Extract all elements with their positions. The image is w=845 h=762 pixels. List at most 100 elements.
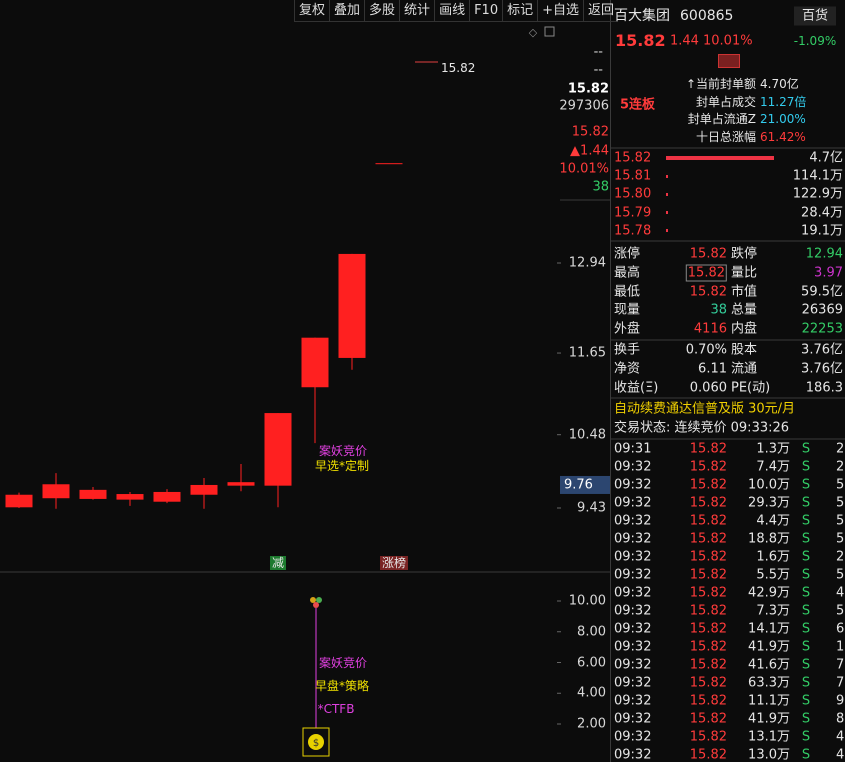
tick-time: 09:32 [614, 567, 652, 583]
candle-body [153, 491, 181, 502]
tick-time: 09:32 [614, 711, 652, 727]
limit-info-label: 十日总涨幅 [695, 130, 756, 145]
toolbar-button[interactable]: 多股 [364, 0, 399, 21]
tick-volume: 13.0万 [748, 747, 790, 762]
tick-count: 9 [836, 693, 845, 709]
tick-volume: 1.6万 [756, 549, 790, 565]
tick-count: 4 [836, 747, 845, 762]
tick-time: 09:32 [614, 513, 652, 529]
toolbar-button[interactable]: 叠加 [329, 0, 364, 21]
stat-label: 总量 [731, 302, 758, 318]
current-price-label: 9.76 [564, 477, 593, 493]
tick-price: 15.82 [689, 711, 727, 727]
order-bar [666, 229, 668, 232]
limit-info-label: ↑当前封单额 [685, 77, 756, 91]
y-tick-label: 10.00 [568, 593, 606, 609]
limit-info-value: 11.27倍 [760, 94, 807, 109]
trade-status: 交易状态: 连续竞价 09:33:26 [614, 420, 790, 436]
stat-value: 22253 [801, 321, 843, 337]
limit-info-label: 封单占流通Z [687, 112, 756, 127]
tick-price: 15.82 [689, 657, 727, 673]
tick-volume: 4.4万 [756, 513, 790, 529]
limit-info-value: 4.70亿 [760, 77, 799, 91]
order-volume: 114.1万 [792, 168, 843, 184]
tick-volume: 41.9万 [748, 711, 790, 727]
order-price: 15.81 [614, 168, 652, 184]
stat-label: 涨停 [614, 246, 641, 262]
tick-side: S [801, 711, 811, 727]
tick-price: 15.82 [689, 693, 727, 709]
fundamental-label: 流通 [731, 361, 758, 377]
tick-volume: 11.1万 [748, 693, 790, 709]
tick-price: 15.82 [689, 495, 727, 511]
order-volume: 28.4万 [801, 205, 843, 221]
signal-icon [313, 602, 319, 608]
limit-info-label: 封单占成交 [695, 94, 756, 109]
tick-time: 09:32 [614, 621, 652, 637]
tick-side: S [801, 495, 811, 511]
signal-icon [310, 597, 316, 603]
event-marker[interactable]: 减 [269, 556, 287, 570]
candle-body [116, 494, 144, 500]
toolbar-button[interactable]: 统计 [399, 0, 434, 21]
fundamental-value: 0.060 [689, 380, 727, 396]
tick-volume: 18.8万 [748, 531, 790, 547]
y-tick-label: 6.00 [577, 655, 606, 670]
order-bar [666, 156, 774, 160]
tick-price: 15.82 [689, 549, 727, 565]
tick-time: 09:32 [614, 477, 652, 493]
dash-label: -- [593, 62, 603, 78]
toolbar-button[interactable]: 复权 [294, 0, 329, 21]
stat-value: 15.82 [689, 284, 727, 300]
y-tick-label: 9.43 [577, 500, 606, 516]
tick-price: 15.82 [689, 513, 727, 529]
stat-label: 市值 [731, 284, 758, 300]
tick-volume: 1.3万 [756, 441, 790, 457]
sector-button[interactable]: 百货 [793, 6, 837, 26]
fundamental-value: 3.76亿 [801, 361, 843, 377]
diamond-icon[interactable]: ◇ [529, 26, 538, 39]
toolbar-button[interactable]: F10 [469, 0, 502, 21]
stat-label: 跌停 [731, 246, 758, 262]
tick-count: 2 [836, 441, 845, 457]
limit-info-value: 21.00% [760, 112, 806, 127]
tick-volume: 7.4万 [756, 459, 790, 475]
tick-side: S [801, 513, 811, 529]
toolbar-button[interactable]: +自选 [537, 0, 583, 21]
window-icon[interactable] [544, 26, 555, 37]
tick-volume: 29.3万 [748, 495, 790, 511]
event-marker[interactable]: 涨榜 [379, 556, 409, 570]
tick-time: 09:32 [614, 459, 652, 475]
promo-banner[interactable]: 自动续费通达信普及版 30元/月 [614, 401, 796, 417]
signal-annotation: *CTFB [317, 702, 355, 716]
tick-time: 09:31 [614, 441, 652, 457]
order-volume: 122.9万 [792, 186, 843, 202]
tick-price: 15.82 [689, 531, 727, 547]
info-label: 297306 [559, 98, 609, 114]
toolbar-button[interactable]: 返回 [583, 0, 618, 21]
order-volume: 19.1万 [801, 223, 843, 239]
tick-count: 7 [836, 675, 845, 691]
signal-annotation: 案妖竞价 [318, 444, 368, 458]
tick-side: S [801, 693, 811, 709]
order-volume: 4.7亿 [809, 150, 843, 166]
collapse-button[interactable] [718, 54, 740, 68]
tick-count: 8 [836, 711, 845, 727]
tick-count: 7 [836, 657, 845, 673]
fundamental-value: 6.11 [698, 361, 727, 377]
toolbar-button[interactable]: 画线 [434, 0, 469, 21]
tick-time: 09:32 [614, 693, 652, 709]
signal-annotation: 早选*定制 [314, 459, 370, 473]
money-icon-frame [302, 727, 330, 757]
order-price: 15.79 [614, 205, 652, 221]
tick-price: 15.82 [689, 675, 727, 691]
stat-value: 59.5亿 [801, 284, 843, 300]
fundamental-label: 换手 [614, 342, 641, 358]
toolbar-button[interactable]: 标记 [502, 0, 537, 21]
stat-label: 最高 [614, 265, 641, 281]
tick-count: 5 [836, 531, 845, 547]
candle-body [301, 337, 329, 388]
tick-side: S [801, 675, 811, 691]
tick-price: 15.82 [689, 747, 727, 762]
